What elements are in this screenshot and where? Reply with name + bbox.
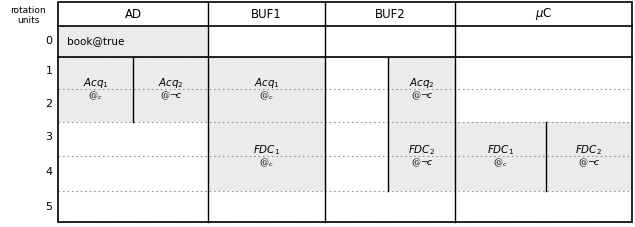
Text: $Acq_1$: $Acq_1$ [83, 76, 109, 91]
Text: 0: 0 [46, 37, 53, 47]
Text: @$_c$: @$_c$ [259, 156, 274, 169]
Text: book@true: book@true [67, 37, 124, 47]
Text: @$\neg\!c$: @$\neg\!c$ [411, 156, 432, 169]
Text: BUF2: BUF2 [375, 7, 405, 20]
Text: @$\neg\!c$: @$\neg\!c$ [411, 89, 432, 102]
Text: @$_c$: @$_c$ [493, 156, 508, 169]
Text: BUF1: BUF1 [251, 7, 282, 20]
Bar [455, 122, 546, 191]
Text: $FDC_1$: $FDC_1$ [487, 144, 514, 157]
Text: 4: 4 [46, 167, 53, 177]
Text: 1: 1 [46, 66, 53, 76]
Text: @$\neg\!c$: @$\neg\!c$ [159, 89, 182, 102]
Bar [58, 57, 133, 122]
Text: 5: 5 [46, 202, 53, 212]
Text: 2: 2 [46, 99, 53, 109]
Bar [208, 122, 325, 191]
Text: AD: AD [124, 7, 142, 20]
Text: $\mu$C: $\mu$C [535, 6, 552, 22]
Text: @$_c$: @$_c$ [88, 89, 103, 102]
Text: $FDC_2$: $FDC_2$ [408, 144, 435, 157]
Bar [208, 57, 325, 122]
Text: @$\neg\!c$: @$\neg\!c$ [578, 156, 600, 169]
Text: $Acq_2$: $Acq_2$ [157, 76, 184, 91]
Text: rotation
units: rotation units [10, 6, 46, 25]
Bar [388, 57, 455, 122]
Bar [388, 122, 455, 191]
Text: $Acq_1$: $Acq_1$ [253, 76, 279, 91]
Text: $FDC_2$: $FDC_2$ [575, 144, 603, 157]
Text: 3: 3 [46, 132, 53, 142]
Bar [546, 122, 632, 191]
Text: $FDC_1$: $FDC_1$ [253, 144, 280, 157]
Text: $Acq_2$: $Acq_2$ [408, 76, 434, 91]
Bar [133, 57, 208, 122]
Bar [58, 26, 208, 57]
Text: @$_c$: @$_c$ [259, 89, 274, 102]
